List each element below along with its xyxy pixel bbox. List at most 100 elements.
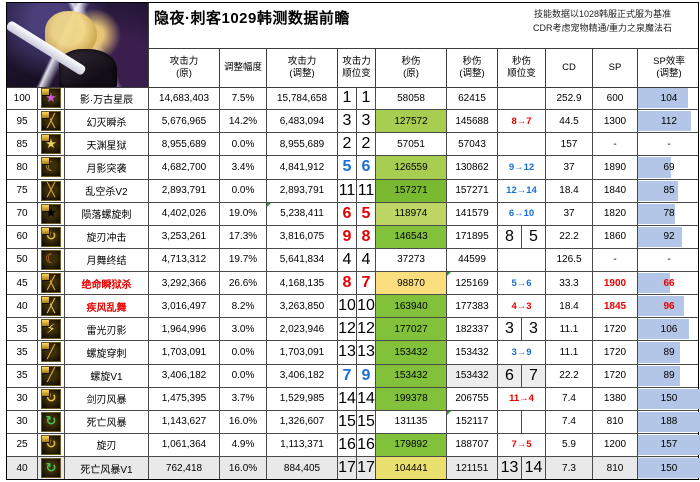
cell-dps-rank-old[interactable]: 6	[498, 364, 522, 387]
cell-dps-original[interactable]: 179892	[376, 433, 447, 456]
cell-attack-rank-new[interactable]: 11	[357, 179, 376, 202]
cell-attack-rank-new[interactable]: 6	[357, 156, 376, 179]
cell-adjust-rate[interactable]: 19.0%	[220, 202, 267, 225]
cell-skill-icon[interactable]: ☾	[38, 248, 65, 271]
cell-adjust-rate[interactable]: 8.2%	[220, 295, 267, 318]
cell-attack-adjusted[interactable]: 5,238,411	[267, 202, 338, 225]
cell-attack-adjusted[interactable]: 1,113,371	[267, 433, 338, 456]
cell-level[interactable]: 85	[7, 133, 38, 156]
cell-adjust-rate[interactable]: 3.0%	[220, 318, 267, 341]
cell-sp[interactable]: 810	[593, 410, 638, 433]
cell-skill-name[interactable]: 月舞终结	[65, 248, 149, 271]
cell-cd[interactable]: 37	[546, 202, 593, 225]
cell-attack-adjusted[interactable]: 3,263,850	[267, 295, 338, 318]
cell-sp-efficiency[interactable]: 106	[638, 318, 700, 340]
cell-adjust-rate[interactable]: 0.0%	[220, 341, 267, 364]
cell-level[interactable]: 30	[7, 387, 38, 410]
cell-sp[interactable]: 1200	[593, 433, 638, 456]
cell-dps-rank-change[interactable]: 12→14	[498, 179, 546, 202]
cell-dps-adjusted[interactable]: 171895	[447, 225, 498, 248]
cell-dps-original[interactable]: 57051	[376, 133, 447, 156]
cell-sp-efficiency[interactable]: 150	[638, 457, 700, 479]
col-header-dps-adjusted[interactable]: 秒伤 (调整)	[447, 49, 498, 87]
cell-level[interactable]: 100	[7, 87, 38, 110]
cell-sp-efficiency[interactable]: 89	[638, 365, 700, 387]
cell-skill-icon[interactable]: ╳	[38, 179, 65, 202]
cell-attack-adjusted[interactable]: 1,703,091	[267, 341, 338, 364]
cell-dps-adjusted[interactable]: 145688	[447, 110, 498, 133]
cell-dps-adjusted[interactable]: 44599	[447, 248, 498, 271]
cell-attack-rank-new[interactable]: 3	[357, 110, 376, 133]
cell-attack-adjusted[interactable]: 15,784,658	[267, 87, 338, 110]
cell-attack-rank-old[interactable]: 5	[338, 156, 357, 179]
cell-attack-rank-old[interactable]: 17	[338, 457, 357, 480]
cell-attack-rank-new[interactable]: 12	[357, 318, 376, 341]
cell-dps-adjusted[interactable]: 153432	[447, 341, 498, 364]
cell-level[interactable]: 35	[7, 341, 38, 364]
cell-adjust-rate[interactable]: 16.0%	[220, 457, 267, 480]
cell-dps-adjusted[interactable]: 177383	[447, 295, 498, 318]
cell-level[interactable]: 30	[7, 410, 38, 433]
cell-adjust-rate[interactable]: 17.3%	[220, 225, 267, 248]
cell-sp-efficiency[interactable]: 89	[638, 341, 700, 363]
cell-sp-efficiency[interactable]: 150	[638, 388, 700, 410]
cell-adjust-rate[interactable]: 0.0%	[220, 179, 267, 202]
cell-skill-name[interactable]: 绝命瞬狱杀	[65, 272, 149, 295]
cell-attack-rank-old[interactable]: 8	[338, 272, 357, 295]
cell-adjust-rate[interactable]: 19.7%	[220, 248, 267, 271]
cell-sp[interactable]: 1845	[593, 295, 638, 318]
cell-cd[interactable]: 7.4	[546, 387, 593, 410]
cell-dps-rank-change[interactable]: 6→10	[498, 202, 546, 225]
cell-sp-efficiency[interactable]: 69	[638, 156, 700, 178]
cell-skill-icon[interactable]: ╱	[38, 341, 65, 364]
cell-attack-rank-new[interactable]: 2	[357, 133, 376, 156]
cell-attack-rank-new[interactable]: 8	[357, 225, 376, 248]
cell-attack-original[interactable]: 1,964,996	[149, 318, 220, 341]
cell-skill-icon[interactable]: ↻	[38, 433, 65, 456]
cell-cd[interactable]: 5.9	[546, 433, 593, 456]
cell-skill-icon[interactable]: ☾	[38, 156, 65, 179]
cell-level[interactable]: 40	[7, 457, 38, 480]
cell-attack-rank-new[interactable]: 15	[357, 410, 376, 433]
cell-dps-original[interactable]: 177027	[376, 318, 447, 341]
cell-level[interactable]: 75	[7, 179, 38, 202]
cell-attack-rank-old[interactable]: 16	[338, 433, 357, 456]
cell-sp[interactable]: 1840	[593, 179, 638, 202]
cell-dps-original[interactable]: 126559	[376, 156, 447, 179]
cell-attack-original[interactable]: 4,402,026	[149, 202, 220, 225]
cell-cd[interactable]: 157	[546, 133, 593, 156]
cell-attack-rank-new[interactable]: 5	[357, 202, 376, 225]
cell-skill-icon[interactable]: ╱	[38, 364, 65, 387]
cell-dps-rank-change[interactable]: 7→5	[498, 433, 546, 456]
cell-level[interactable]: 40	[7, 295, 38, 318]
cell-attack-rank-new[interactable]: 9	[357, 364, 376, 387]
cell-adjust-rate[interactable]: 0.0%	[220, 364, 267, 387]
cell-cd[interactable]: 11.1	[546, 318, 593, 341]
cell-dps-rank-change[interactable]: 8→7	[498, 110, 546, 133]
cell-attack-rank-old[interactable]: 1	[338, 87, 357, 110]
cell-attack-adjusted[interactable]: 2,893,791	[267, 179, 338, 202]
cell-attack-adjusted[interactable]: 2,023,946	[267, 318, 338, 341]
cell-skill-name[interactable]: 剑刃风暴	[65, 387, 149, 410]
cell-attack-rank-new[interactable]: 10	[357, 295, 376, 318]
cell-dps-original[interactable]: 118974	[376, 202, 447, 225]
cell-attack-rank-new[interactable]: 7	[357, 272, 376, 295]
cell-dps-rank-old[interactable]: 3	[498, 318, 522, 341]
cell-cd[interactable]: 37	[546, 156, 593, 179]
cell-dps-adjusted[interactable]: 206755	[447, 387, 498, 410]
cell-sp[interactable]: 1900	[593, 272, 638, 295]
cell-skill-name[interactable]: 死亡风暴	[65, 410, 149, 433]
cell-attack-original[interactable]: 1,475,395	[149, 387, 220, 410]
cell-sp[interactable]: 1380	[593, 387, 638, 410]
cell-attack-rank-old[interactable]: 15	[338, 410, 357, 433]
cell-sp-efficiency[interactable]: 157	[638, 434, 700, 456]
cell-attack-rank-new[interactable]: 14	[357, 387, 376, 410]
cell-sp-efficiency[interactable]: 85	[638, 180, 700, 202]
cell-dps-original[interactable]: 98870	[376, 272, 447, 295]
cell-level[interactable]: 80	[7, 156, 38, 179]
cell-dps-rank-new[interactable]	[522, 410, 546, 433]
col-header-dps-rank-change[interactable]: 秒伤 顺位变	[498, 49, 546, 87]
cell-dps-rank-change[interactable]: 9→12	[498, 156, 546, 179]
cell-level[interactable]: 60	[7, 225, 38, 248]
cell-attack-original[interactable]: 4,682,700	[149, 156, 220, 179]
